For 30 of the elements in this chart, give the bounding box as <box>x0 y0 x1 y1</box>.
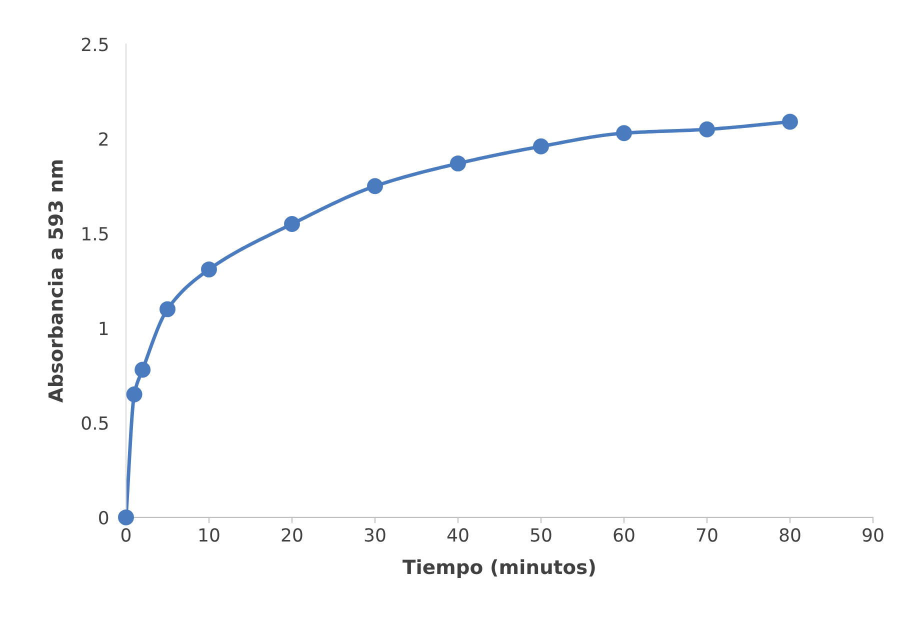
y-tick-label: 1.5 <box>82 227 108 241</box>
point <box>201 261 217 278</box>
point <box>160 301 176 318</box>
x-tick-label: 90 <box>862 528 884 542</box>
y-tick-label: 0 <box>99 510 108 525</box>
point <box>284 216 300 232</box>
x-tick-label: 50 <box>530 528 552 542</box>
x-tick-label: 10 <box>199 528 220 542</box>
y-tick-label: 0.5 <box>82 416 108 430</box>
y-tick-label: 1 <box>100 322 108 335</box>
x-tick-label: 80 <box>780 528 800 542</box>
y-tick-label: 2 <box>99 132 108 146</box>
point <box>134 362 151 378</box>
x-tick-label: 0 <box>121 528 131 542</box>
x-tick-label: 70 <box>696 528 718 542</box>
point <box>450 155 466 172</box>
x-tick-label: 20 <box>282 528 302 542</box>
point <box>616 125 632 142</box>
x-tick-label: 60 <box>614 528 634 542</box>
y-axis-title: Absorbancia a 593 nm <box>48 160 63 403</box>
x-tick-label: 40 <box>447 528 468 542</box>
point <box>126 386 142 402</box>
point <box>533 138 549 154</box>
y-tick-label: 2.5 <box>82 38 108 52</box>
x-tick-label: 30 <box>364 528 386 542</box>
x-axis-title: Tiempo (minutos) <box>402 559 595 578</box>
point <box>699 121 715 138</box>
point <box>367 178 383 194</box>
point <box>118 509 134 526</box>
point <box>782 114 798 130</box>
